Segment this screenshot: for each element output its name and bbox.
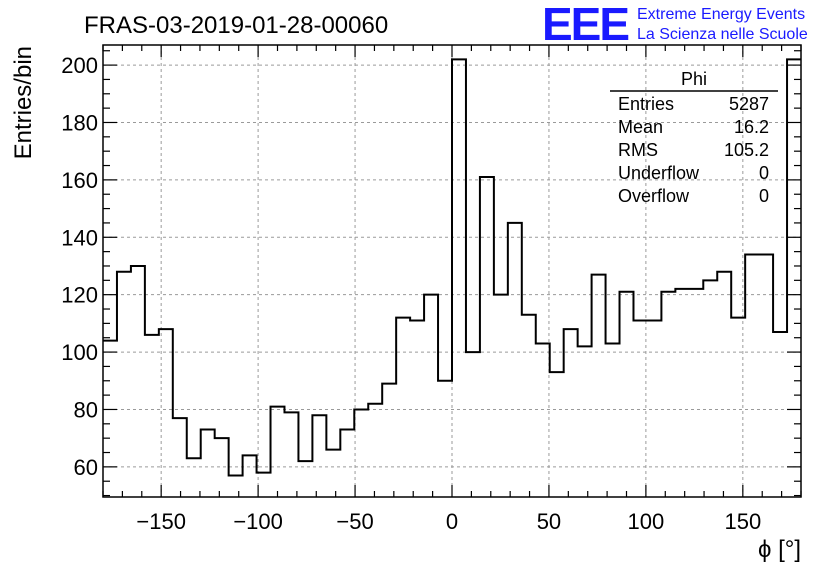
histogram-bin: [396, 318, 410, 497]
histogram-bin: [689, 289, 703, 497]
x-tick-label: −50: [336, 509, 373, 534]
histogram-bin: [703, 280, 717, 497]
histogram-bin: [606, 343, 620, 497]
histogram-bin: [787, 59, 801, 497]
y-tick-label: 200: [61, 53, 98, 78]
histogram-bin: [271, 407, 285, 497]
histogram-bin: [410, 321, 424, 497]
logo-line-1: Extreme Energy Events: [637, 6, 805, 23]
histogram-bin: [661, 292, 675, 497]
histogram-bin: [187, 458, 201, 497]
x-tick-label: −150: [136, 509, 186, 534]
histogram-bin: [103, 341, 117, 497]
y-tick-label: 60: [74, 455, 98, 480]
histogram-bin: [354, 409, 368, 497]
y-tick-label: 80: [74, 397, 98, 422]
x-tick-label: −100: [233, 509, 283, 534]
stats-value-underflow: 0: [759, 163, 769, 183]
histogram-bin: [731, 318, 745, 497]
x-tick-label: 50: [537, 509, 561, 534]
histogram-bin: [564, 329, 578, 497]
histogram-layer: [103, 58, 801, 497]
histogram-bin: [131, 266, 145, 497]
histogram-bin: [424, 295, 438, 497]
histogram-bin: [536, 343, 550, 497]
histogram-bin: [592, 275, 606, 497]
histogram-bin: [312, 415, 326, 497]
y-tick-label: 120: [61, 283, 98, 308]
stats-label-overflow: Overflow: [618, 186, 690, 206]
eee-logo: EEE Extreme Energy Events La Scienza nel…: [542, 0, 808, 50]
histogram-bin: [117, 272, 131, 497]
stats-label-entries: Entries: [618, 94, 674, 114]
histogram-bin: [159, 329, 173, 497]
stats-label-underflow: Underflow: [618, 163, 700, 183]
histogram-bin: [298, 461, 312, 497]
histogram-bin: [466, 352, 480, 497]
histogram-bin: [647, 321, 661, 497]
histogram-bin: [508, 223, 522, 497]
chart-title: FRAS-03-2019-01-28-00060: [84, 12, 388, 39]
stats-box-title: Phi: [681, 69, 707, 89]
stats-value-entries: 5287: [729, 94, 769, 114]
histogram-bin: [284, 412, 298, 497]
histogram-bin: [494, 295, 508, 497]
histogram-bin: [633, 321, 647, 497]
y-axis-title: Entries/bin: [10, 46, 37, 159]
stats-value-overflow: 0: [759, 186, 769, 206]
y-tick-label: 160: [61, 168, 98, 193]
histogram-bin: [229, 475, 243, 497]
histogram-bin: [773, 332, 787, 497]
histogram-bin: [215, 438, 229, 497]
histogram-bin: [340, 430, 354, 497]
logo-mark: EEE: [542, 0, 628, 50]
histogram-bin: [382, 384, 396, 497]
histogram-bin: [326, 450, 340, 497]
histogram-bin: [745, 254, 759, 497]
y-tick-label: 100: [61, 340, 98, 365]
x-axis-title: ϕ [°]: [758, 536, 801, 563]
histogram-bin: [759, 254, 773, 497]
histogram-bin: [578, 346, 592, 497]
histogram-bin: [717, 272, 731, 497]
x-tick-label: 100: [628, 509, 665, 534]
stats-label-mean: Mean: [618, 117, 663, 137]
histogram-bin: [438, 381, 452, 497]
histogram-bin: [480, 177, 494, 497]
y-tick-label: 180: [61, 110, 98, 135]
logo-line-2: La Scienza nelle Scuole: [637, 26, 808, 43]
histogram-bin: [550, 372, 564, 497]
stats-value-rms: 105.2: [724, 140, 769, 160]
histogram-bin: [675, 289, 689, 497]
stats-box: Phi Entries 5287 Mean 16.2 RMS 105.2 Und…: [610, 69, 778, 206]
histogram-bin: [522, 315, 536, 497]
histogram-bin: [145, 335, 159, 497]
histogram-bin: [243, 455, 257, 497]
x-tick-label: 0: [446, 509, 458, 534]
histogram-bin: [368, 404, 382, 497]
histogram-bin: [620, 292, 634, 497]
x-tick-label: 150: [724, 509, 761, 534]
histogram-bin: [173, 418, 187, 497]
histogram-bin: [452, 59, 466, 497]
histogram-outline: [103, 58, 801, 477]
histogram-bin: [201, 430, 215, 497]
y-tick-label: 140: [61, 225, 98, 250]
tick-label-layer: −150 −100 −50 0 50 100 150 60 80 100 120 140 160 180 2…: [61, 53, 761, 534]
stats-label-rms: RMS: [618, 140, 658, 160]
tick-layer: [102, 45, 802, 497]
stats-value-mean: 16.2: [734, 117, 769, 137]
